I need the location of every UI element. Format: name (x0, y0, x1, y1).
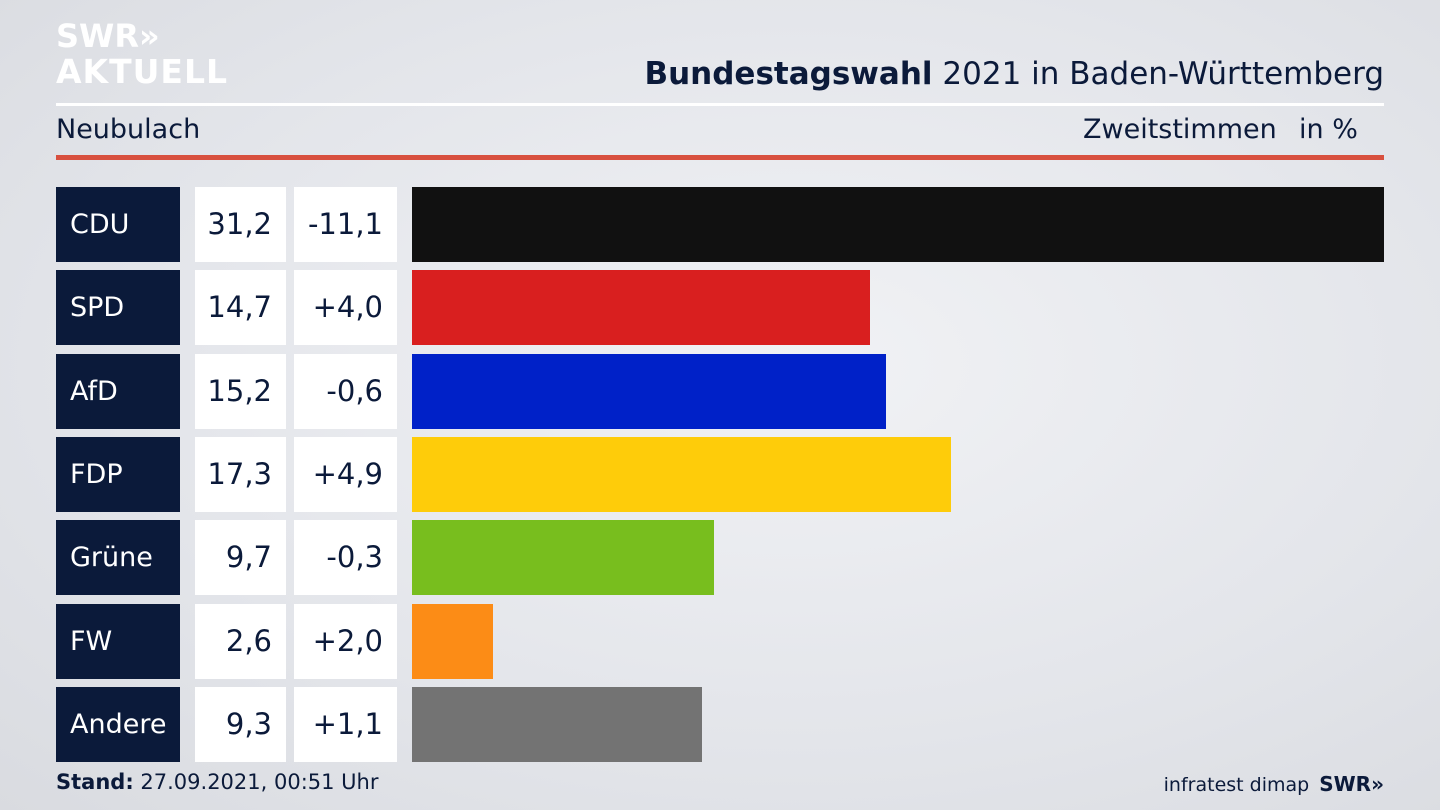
chart-row: Andere 9,3 +1,1 (0, 686, 1440, 762)
title-rest: 2021 in Baden-Württemberg (932, 56, 1384, 92)
diff-label: +1,1 (294, 686, 397, 762)
chart-row: FW 2,6 +2,0 (0, 603, 1440, 679)
region-label: Neubulach (56, 114, 201, 145)
chart-title: Bundestagswahl 2021 in Baden-Württemberg (644, 56, 1384, 92)
unit-label: in % (1299, 114, 1358, 145)
bar (412, 686, 702, 762)
diff-label: -0,6 (294, 353, 397, 429)
value-label: 14,7 (195, 270, 286, 346)
source-credit: infratest dimap SWR» (1164, 772, 1384, 796)
diff-label: -11,1 (294, 187, 397, 262)
party-label: Andere (56, 686, 180, 762)
chart-row: AfD 15,2 -0,6 (0, 353, 1440, 429)
bar (412, 353, 886, 429)
party-label: SPD (56, 270, 180, 346)
bar (412, 270, 870, 346)
diff-label: +2,0 (294, 603, 397, 679)
bar (412, 187, 1384, 262)
timestamp: Stand: 27.09.2021, 00:51 Uhr (56, 770, 379, 794)
chart-row: CDU 31,2 -11,1 (0, 187, 1440, 262)
accent-divider (56, 155, 1384, 160)
bar (412, 520, 714, 596)
party-label: AfD (56, 353, 180, 429)
party-label: FW (56, 603, 180, 679)
bar (412, 603, 493, 679)
stand-label: Stand: (56, 770, 134, 794)
logo-line-2: AKTUELL (56, 52, 229, 91)
value-label: 2,6 (195, 603, 286, 679)
swr-aktuell-logo: SWR» AKTUELL (56, 18, 228, 90)
swr-small-logo: SWR» (1319, 772, 1384, 796)
chart-row: SPD 14,7 +4,0 (0, 270, 1440, 346)
value-label: 31,2 (195, 187, 286, 262)
bar (412, 436, 951, 512)
value-label: 9,3 (195, 686, 286, 762)
header-divider (56, 103, 1384, 106)
source-name: infratest dimap (1163, 774, 1310, 796)
value-label: 17,3 (195, 436, 286, 512)
party-label: CDU (56, 187, 180, 262)
value-label: 9,7 (195, 520, 286, 596)
diff-label: +4,9 (294, 436, 397, 512)
party-label: FDP (56, 436, 180, 512)
logo-line-1: SWR» (56, 17, 160, 55)
metric-label: Zweitstimmen (1083, 114, 1277, 145)
party-label: Grüne (56, 520, 180, 596)
diff-label: +4,0 (294, 270, 397, 346)
chart-row: FDP 17,3 +4,9 (0, 436, 1440, 512)
diff-label: -0,3 (294, 520, 397, 596)
chart-row: Grüne 9,7 -0,3 (0, 520, 1440, 596)
value-label: 15,2 (195, 353, 286, 429)
stand-value: 27.09.2021, 00:51 Uhr (133, 770, 379, 794)
title-bold: Bundestagswahl (644, 56, 933, 92)
